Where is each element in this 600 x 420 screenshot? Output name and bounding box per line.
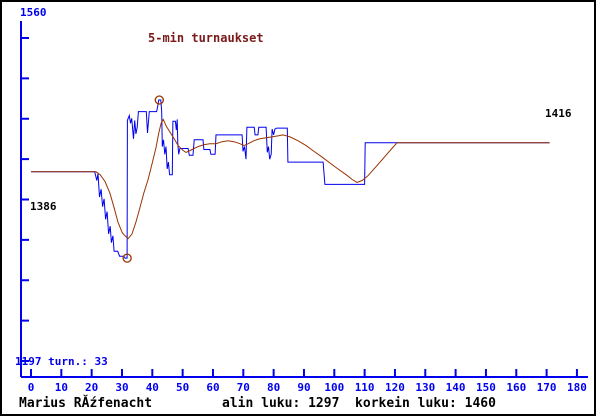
x-tick-label: 170 (536, 381, 557, 394)
x-tick-label: 40 (145, 381, 159, 394)
x-tick-label: 20 (85, 381, 99, 394)
highest-point-marker (154, 95, 164, 105)
x-tick-label: 110 (354, 381, 375, 394)
smoothed-average-line (31, 118, 550, 240)
y-axis-max-label: 1560 (20, 6, 47, 19)
x-tick-label: 160 (506, 381, 527, 394)
y-axis-min-label: 1197 turn.: 33 (15, 355, 108, 368)
start-value-label: 1386 (30, 200, 57, 213)
x-tick-label: 120 (385, 381, 405, 394)
x-tick-label: 50 (176, 381, 190, 394)
x-tick-label: 150 (476, 381, 496, 394)
min-max-stats-label: alin luku: 1297 korkein luku: 1460 (222, 396, 496, 411)
x-tick-label: 0 (27, 381, 35, 394)
x-tick-label: 130 (415, 381, 436, 394)
rating-line (31, 99, 550, 259)
x-tick-label: 180 (567, 381, 587, 394)
x-tick-label: 80 (267, 381, 281, 394)
x-tick-label: 70 (236, 381, 250, 394)
chart-title: 5-min turnaukset (148, 31, 264, 45)
x-tick-label: 60 (206, 381, 220, 394)
x-tick-label: 100 (324, 381, 345, 394)
x-tick-label: 90 (297, 381, 311, 394)
x-tick-label: 30 (115, 381, 129, 394)
x-tick-label: 140 (445, 381, 466, 394)
x-tick-label: 10 (54, 381, 68, 394)
lowest-point-marker (122, 253, 132, 263)
current-value-label: 1416 (545, 107, 572, 120)
player-name-label: Marius RĂźfenacht (19, 396, 153, 411)
